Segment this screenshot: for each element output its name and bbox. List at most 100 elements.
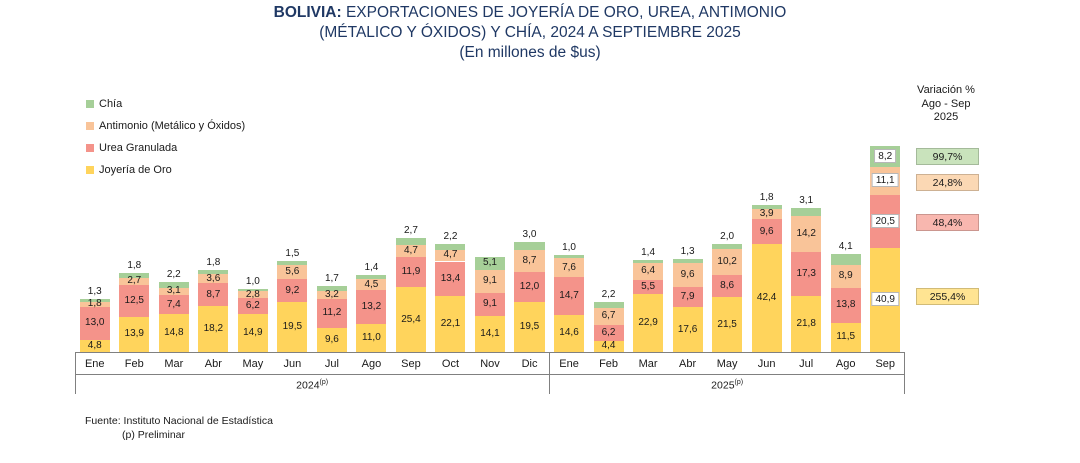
bar-segment xyxy=(712,249,743,276)
bar-value-label: 11,0 xyxy=(362,331,381,343)
bar-value-label: 7,4 xyxy=(166,298,181,310)
bar-segment xyxy=(474,256,505,270)
bar-value-label: 1,3 xyxy=(87,285,102,297)
bar-segment xyxy=(751,219,782,244)
bar-value-label: 4,5 xyxy=(364,278,379,290)
bar-value-label: 4,8 xyxy=(87,339,102,351)
bar-value-label: 1,5 xyxy=(285,247,300,259)
bar-value-label: 3,6 xyxy=(206,272,221,284)
chart-title-line1: BOLIVIA: EXPORTACIONES DE JOYERÍA DE ORO… xyxy=(0,3,1060,23)
bar-column: 42,4 9,6 3,9 1,8 xyxy=(747,135,787,352)
bar-value-label: 20,5 xyxy=(871,213,899,228)
bar-value-label: 5,1 xyxy=(483,257,497,269)
bar-segment xyxy=(474,269,505,293)
bar-segment xyxy=(712,275,743,298)
bar-segment xyxy=(593,324,624,341)
bar-value-label: 22,9 xyxy=(638,316,658,328)
bar-value-label: 2,7 xyxy=(403,225,418,237)
bar-value-label: 10,2 xyxy=(717,256,737,268)
bar-segment xyxy=(791,296,822,352)
variation-header-line3: 2025 xyxy=(933,111,959,123)
bar-value-label: 14,6 xyxy=(559,327,579,339)
x-axis: Ene Feb Mar Abr May Jun Jul Ago Sep Oct Nov Dic Ene F… xyxy=(75,352,905,394)
axis-month-label: May xyxy=(242,358,264,370)
bar-value-label: 8,2 xyxy=(874,148,897,163)
bar-value-label: 21,5 xyxy=(717,318,737,330)
variation-header-line1: Variación % xyxy=(917,84,975,96)
axis-month-label: Ene xyxy=(84,358,105,370)
bar-segment xyxy=(712,244,743,250)
bar-segment xyxy=(791,252,822,297)
bar-column: 4,8 13,0 1,8 1,3 xyxy=(75,135,115,352)
bar-segment xyxy=(435,249,466,262)
bar-value-label: 8,7 xyxy=(522,254,537,266)
variation-header: Variación % Ago - Sep 2025 xyxy=(898,84,994,125)
legend-color-swatch xyxy=(86,166,94,174)
bar-segment xyxy=(198,283,229,306)
bar-value-label: 3,9 xyxy=(759,208,774,220)
bar-segment xyxy=(554,255,585,258)
bar-column: 14,9 6,2 2,8 1,0 xyxy=(233,135,273,352)
bar-value-label: 2,8 xyxy=(245,288,260,300)
bar-column: 11,5 13,8 8,9 4,1 xyxy=(826,135,866,352)
bar-segment xyxy=(830,264,861,288)
bar-column: 22,1 13,4 4,7 2,2 xyxy=(431,135,471,352)
axis-month-label: Sep xyxy=(875,358,896,370)
bar-column: 19,5 12,0 8,7 3,0 xyxy=(510,135,550,352)
bar-value-label: 7,6 xyxy=(562,261,576,273)
bar-value-label: 1,0 xyxy=(245,275,260,287)
bar-segment xyxy=(751,209,782,220)
bar-column: 17,6 7,9 9,6 1,3 xyxy=(668,135,708,352)
source-line2: (p) Preliminar xyxy=(122,429,186,441)
bar-segment xyxy=(633,259,664,264)
bar-value-label: 12,5 xyxy=(124,294,144,306)
chart-title-line3: (En millones de $us) xyxy=(459,44,601,61)
bar-value-label: 19,5 xyxy=(282,321,303,333)
axis-month-label: Jun xyxy=(757,358,776,370)
bar-value-label: 3,0 xyxy=(522,228,537,240)
axis-months: Ene Feb Mar Abr May Jun Jul Ago Sep Oct Nov Dic Ene F… xyxy=(75,353,905,374)
bar-value-label: 1,4 xyxy=(364,262,379,274)
bar-value-label: 1,3 xyxy=(680,246,695,258)
bar-value-label: 11,1 xyxy=(871,173,899,188)
bar-value-label: 1,8 xyxy=(87,298,102,310)
bar-value-label: 3,1 xyxy=(799,195,814,207)
bar-value-label: 1,8 xyxy=(127,260,142,272)
bar-value-label: 13,0 xyxy=(85,317,105,329)
bar-segment xyxy=(316,327,347,352)
bar-segment xyxy=(198,305,229,352)
bar-segment xyxy=(554,277,585,315)
bar-value-label: 6,7 xyxy=(601,310,616,322)
bar-segment xyxy=(356,278,387,291)
axis-month-label: Jun xyxy=(283,358,302,370)
bar-column: 40,9 20,5 11,1 8,2 xyxy=(865,135,905,352)
bar-segment xyxy=(751,243,782,352)
bar-segment xyxy=(356,290,387,324)
axis-month-label: Nov xyxy=(480,358,500,370)
bar-segment xyxy=(158,281,189,288)
axis-month-label: Feb xyxy=(599,358,619,370)
bar-column: 22,9 5,5 6,4 1,4 xyxy=(628,135,668,352)
axis-month-label: Ago xyxy=(835,358,856,370)
bar-segment xyxy=(79,339,110,352)
bar-segment xyxy=(672,259,703,263)
bar-value-label: 9,2 xyxy=(285,284,300,296)
axis-month-label: Jul xyxy=(324,358,339,370)
bar-value-label: 11,9 xyxy=(401,266,421,278)
bar-segment xyxy=(237,288,268,292)
bar-value-label: 1,4 xyxy=(641,246,656,258)
axis-month-label: Abr xyxy=(679,358,697,370)
bar-value-label: 13,8 xyxy=(835,299,856,311)
bar-value-label: 2,7 xyxy=(127,275,142,287)
variation-badge-3: 255,4% xyxy=(916,288,979,305)
axis-month-label: Feb xyxy=(124,358,144,370)
bar-value-label: 9,1 xyxy=(483,275,497,287)
bar-segment xyxy=(672,286,703,308)
bar-value-label: 12,0 xyxy=(519,280,540,292)
bar-value-label: 6,4 xyxy=(641,265,656,277)
axis-tick-right xyxy=(904,353,905,394)
bar-value-label: 17,6 xyxy=(677,323,698,335)
bar-value-label: 14,1 xyxy=(480,328,500,340)
axis-year-label-0: 2024(p) xyxy=(296,379,329,392)
